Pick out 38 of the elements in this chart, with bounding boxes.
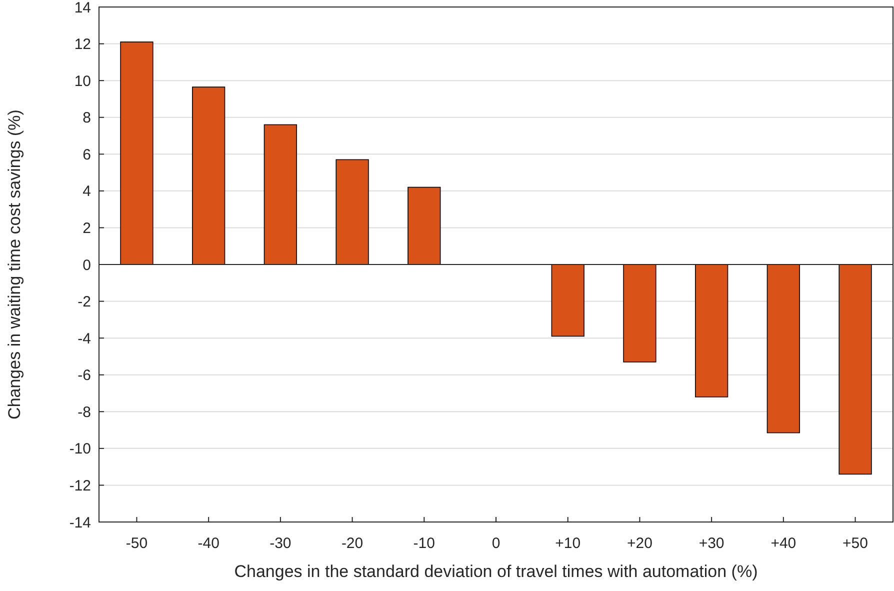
x-tick-label: -20 xyxy=(341,535,364,552)
x-tick-label: +40 xyxy=(770,535,796,552)
x-tick-label: -30 xyxy=(270,535,292,552)
bar xyxy=(264,124,297,265)
y-tick-label: 6 xyxy=(82,146,91,164)
bar xyxy=(695,264,728,398)
y-tick-label: 2 xyxy=(82,220,91,237)
x-axis-title: Changes in the standard deviation of travel times with automation (%) xyxy=(234,562,758,581)
bar xyxy=(766,264,800,434)
y-axis-title: Changes in waiting time cost savings (%) xyxy=(5,110,24,420)
y-tick-label: -12 xyxy=(69,477,91,494)
bar xyxy=(551,264,584,337)
y-tick-label: 0 xyxy=(82,256,91,274)
y-tick-label: -2 xyxy=(78,294,91,311)
y-tick-label: -14 xyxy=(69,514,91,532)
bar xyxy=(120,42,154,265)
x-tick-label: -40 xyxy=(198,535,220,552)
y-tick-label: 10 xyxy=(74,72,91,90)
x-tick-label: 0 xyxy=(492,535,500,552)
bar xyxy=(336,159,369,265)
x-tick-label: -50 xyxy=(126,535,148,552)
x-tick-label: +10 xyxy=(555,535,581,552)
x-tick-label: +20 xyxy=(626,535,652,552)
y-tick-label: 4 xyxy=(82,183,91,200)
y-tick-label: 12 xyxy=(74,36,91,54)
bar xyxy=(623,264,656,362)
y-tick-label: -10 xyxy=(69,440,91,458)
x-tick-label: -10 xyxy=(413,535,435,552)
bar xyxy=(192,86,226,265)
y-tick-label: -8 xyxy=(78,404,91,421)
y-tick-label: -6 xyxy=(78,367,91,384)
bar xyxy=(408,186,441,265)
y-tick-label: 14 xyxy=(74,0,91,16)
y-tick-label: -4 xyxy=(78,330,91,348)
y-tick-label: 8 xyxy=(82,110,91,127)
x-tick-label: +50 xyxy=(842,535,868,552)
x-tick-label: +30 xyxy=(698,535,724,552)
bar xyxy=(838,264,872,475)
